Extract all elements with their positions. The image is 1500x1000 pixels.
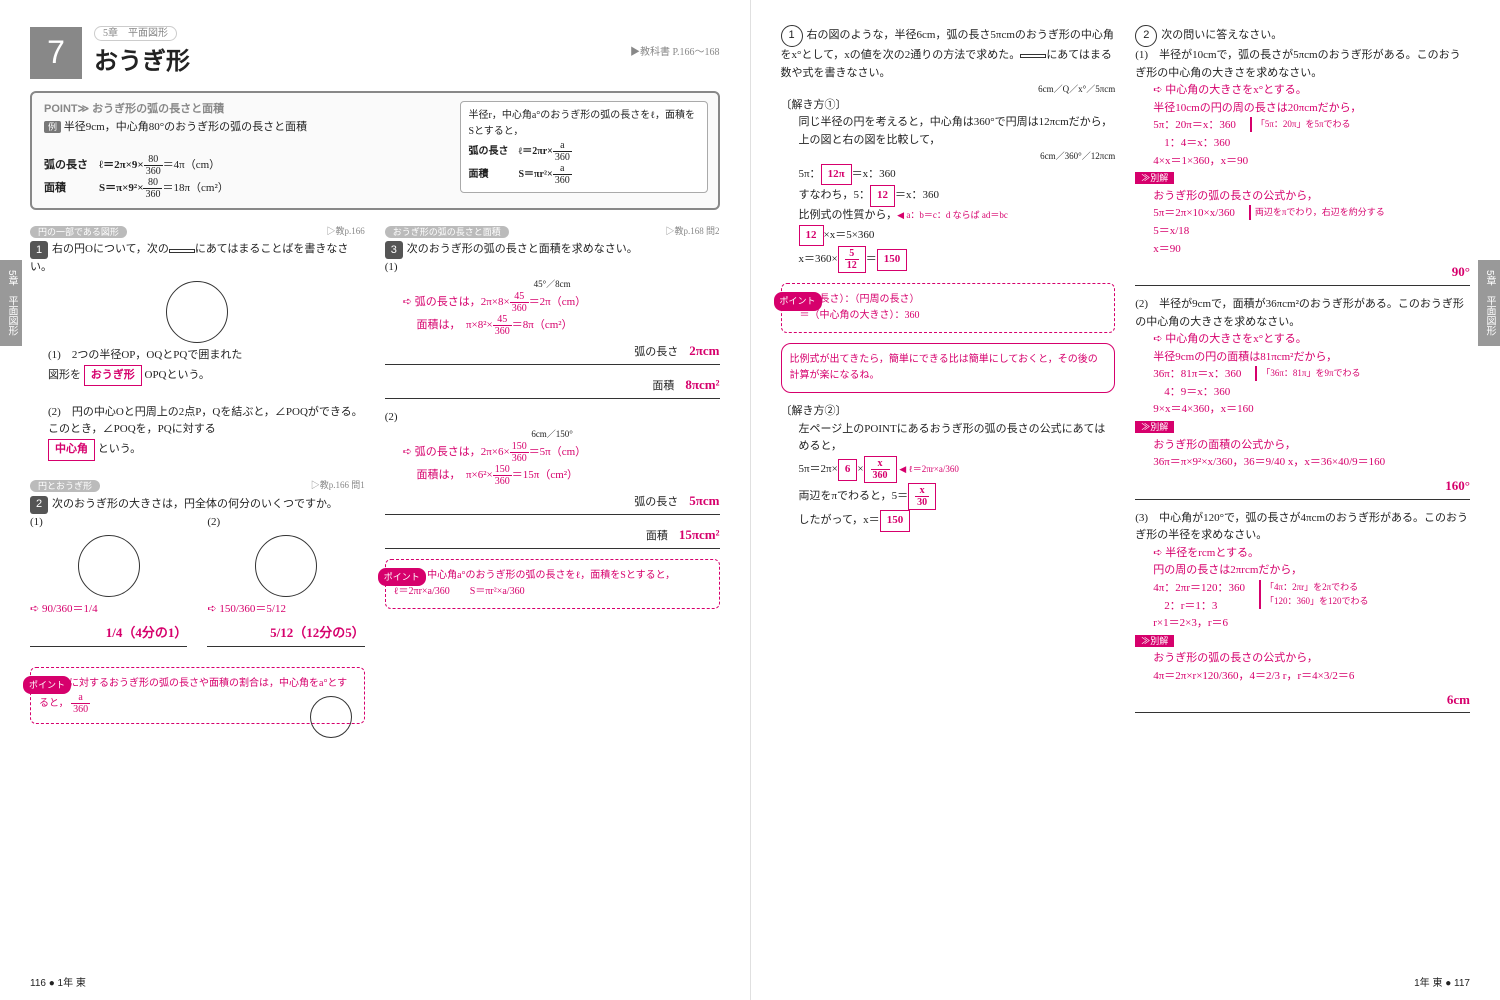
- circle-diagram: [166, 281, 228, 343]
- chapter-title: おうぎ形: [94, 49, 190, 75]
- page-number-left: 116 ● 1年 東: [30, 976, 86, 992]
- example-text: 半径9cm，中心角80°のおうぎ形の弧の長さと面積: [64, 121, 307, 133]
- chapter-number: 7: [30, 27, 82, 79]
- page-left: 7 5章 平面図形 おうぎ形 ▶教科書 P.166～168 POINT≫ おうぎ…: [0, 0, 751, 1000]
- question-number: 1: [781, 25, 803, 47]
- point-callout: ポイント 円全体に対するおうぎ形の弧の長さや面積の割合は，中心角をa°とすると，…: [30, 667, 365, 724]
- point-box: POINT≫ おうぎ形の弧の長さと面積 例 半径9cm，中心角80°のおうぎ形の…: [30, 91, 720, 210]
- page-right: 1右の図のような，半径6cm，弧の長さ5πcmのおうぎ形の中心角をx°として，x…: [751, 0, 1500, 1000]
- category-tag: 円の一部である図形: [30, 226, 127, 238]
- textbook-spread: 5章 平面図形 5章 平面図形 7 5章 平面図形 おうぎ形 ▶教科書 P.16…: [0, 0, 1500, 1000]
- textbook-ref: ▶教科書 P.166～168: [630, 45, 719, 61]
- question-number: 1: [30, 241, 48, 259]
- hint-bubble: 比例式が出てきたら，簡単にできる比は簡単にしておくと，その後の計算が楽になるね。: [781, 343, 1116, 393]
- page-number-right: 1年 東 ● 117: [1414, 976, 1470, 992]
- formula-box: 半径r，中心角a°のおうぎ形の弧の長さをℓ，面積をSとすると， 弧の長さ ℓ＝2…: [460, 101, 708, 193]
- chapter-subtitle: 5章 平面図形: [94, 26, 177, 41]
- example-label: 例: [44, 121, 61, 133]
- chapter-header: 7 5章 平面図形 おうぎ形: [30, 25, 720, 81]
